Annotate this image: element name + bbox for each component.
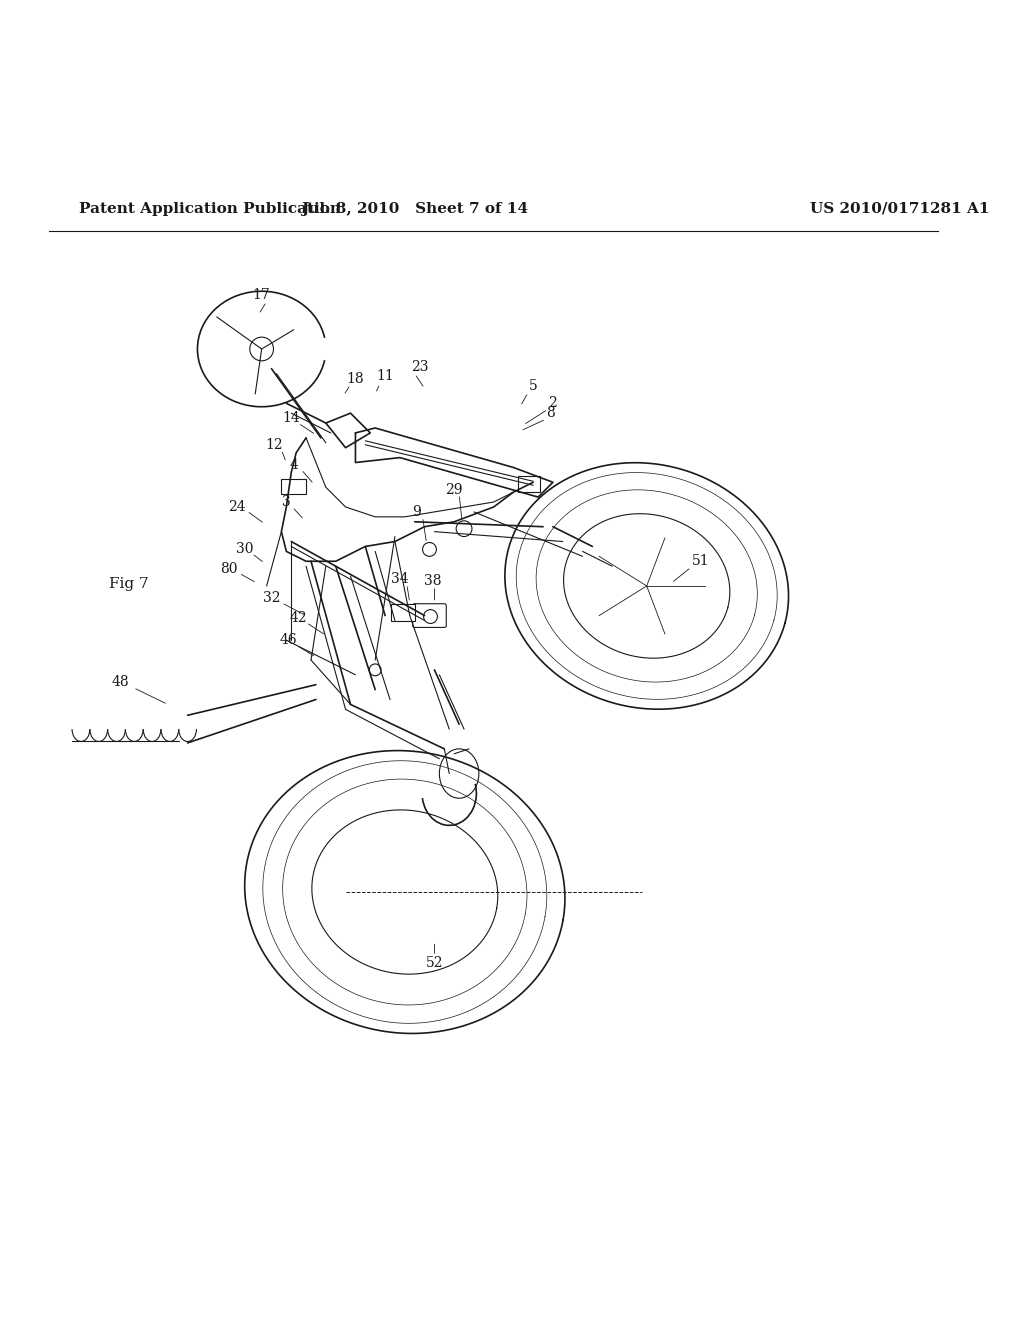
Text: 9: 9 xyxy=(413,504,421,519)
Text: 24: 24 xyxy=(228,500,246,513)
Circle shape xyxy=(424,610,437,623)
Bar xyxy=(391,603,415,622)
Text: 17: 17 xyxy=(253,288,270,302)
Text: 4: 4 xyxy=(290,458,299,471)
Text: 18: 18 xyxy=(347,372,365,385)
Text: Jul. 8, 2010   Sheet 7 of 14: Jul. 8, 2010 Sheet 7 of 14 xyxy=(301,202,528,215)
Text: 30: 30 xyxy=(237,543,254,557)
Text: 23: 23 xyxy=(411,360,428,374)
Text: 2: 2 xyxy=(549,396,557,411)
Text: 8: 8 xyxy=(547,407,555,420)
Text: 80: 80 xyxy=(220,562,238,576)
Text: 32: 32 xyxy=(263,591,281,605)
Text: 29: 29 xyxy=(445,483,463,498)
Bar xyxy=(518,477,540,492)
Text: 38: 38 xyxy=(424,574,441,587)
Text: 34: 34 xyxy=(391,572,409,586)
Text: 3: 3 xyxy=(282,495,291,510)
Text: 48: 48 xyxy=(112,675,129,689)
Text: 46: 46 xyxy=(280,634,297,647)
Text: 52: 52 xyxy=(426,956,443,970)
Text: Patent Application Publication: Patent Application Publication xyxy=(79,202,341,215)
Text: US 2010/0171281 A1: US 2010/0171281 A1 xyxy=(810,202,989,215)
FancyBboxPatch shape xyxy=(413,603,446,627)
Text: 12: 12 xyxy=(265,438,284,451)
Text: 51: 51 xyxy=(692,554,710,569)
Text: 5: 5 xyxy=(528,379,538,392)
Bar xyxy=(282,479,306,494)
Text: 11: 11 xyxy=(376,368,394,383)
Text: 14: 14 xyxy=(283,411,300,425)
Text: 42: 42 xyxy=(290,611,307,624)
Text: Fig 7: Fig 7 xyxy=(109,577,148,591)
